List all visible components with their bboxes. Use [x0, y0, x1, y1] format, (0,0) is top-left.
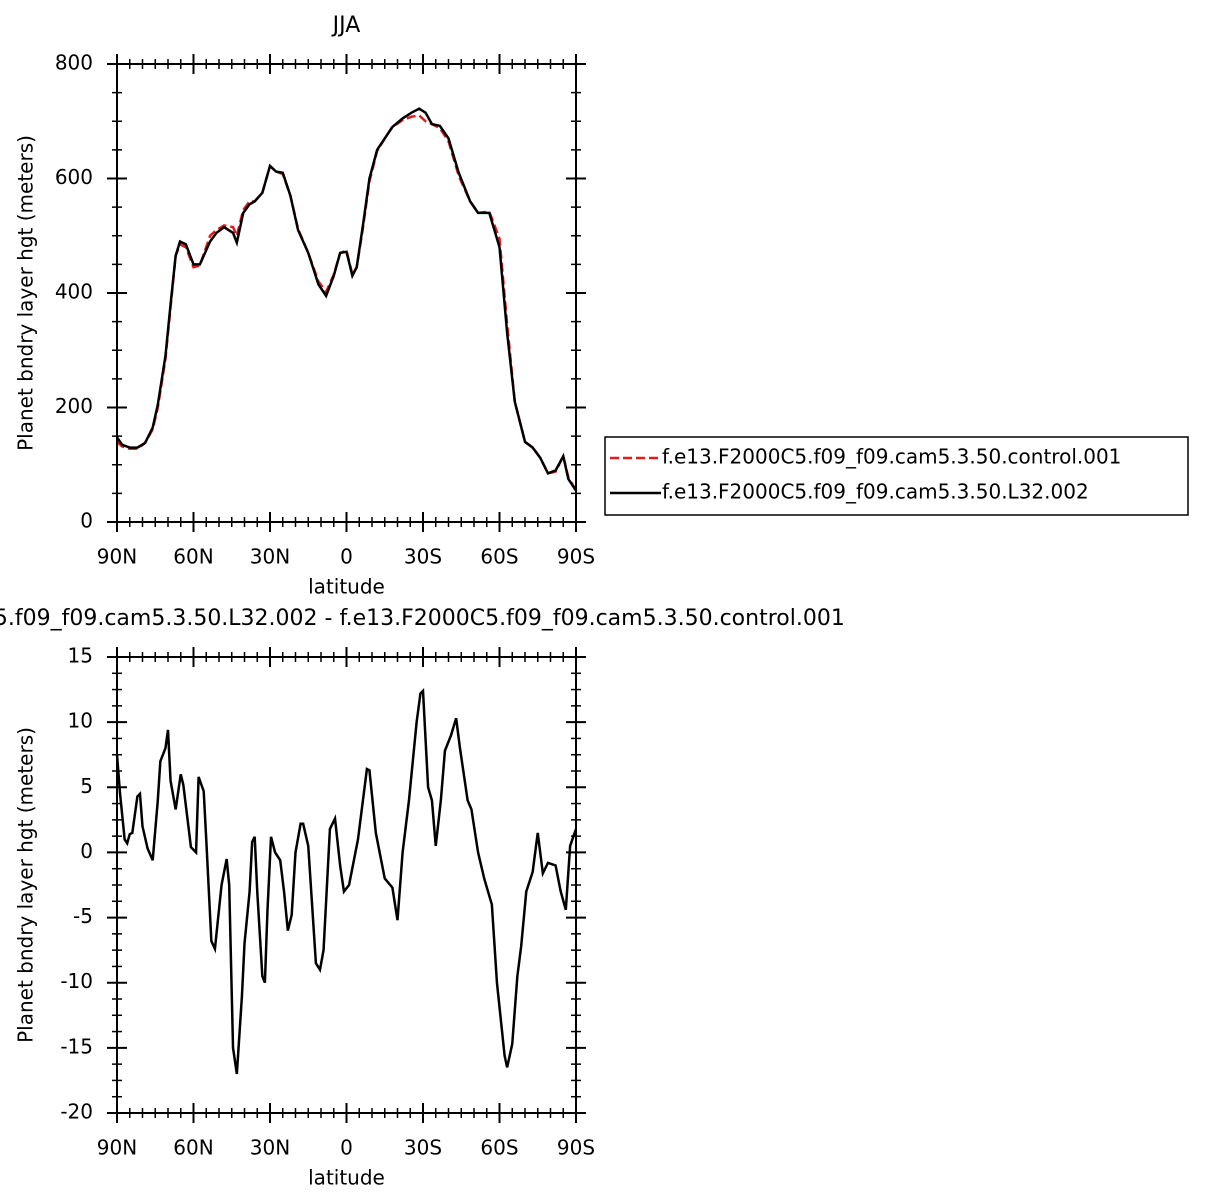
x-tick-label: 90S [557, 1136, 595, 1160]
y-tick-label: 800 [55, 51, 93, 75]
chart-title: f.e13.F2000C5.f09_f09.cam5.3.50.L32.002 … [0, 606, 845, 631]
y-tick-label: 15 [68, 644, 93, 668]
plot-frame [116, 63, 577, 523]
x-axis-label: latitude [308, 575, 385, 599]
legend-label: f.e13.F2000C5.f09_f09.cam5.3.50.control.… [662, 445, 1121, 469]
x-tick-label: 30N [250, 1136, 290, 1160]
y-tick-label: 0 [80, 839, 93, 863]
y-tick-label: -20 [60, 1100, 93, 1124]
y-tick-label: 600 [55, 165, 93, 189]
data-line [115, 107, 578, 492]
x-tick-label: 90S [557, 545, 595, 569]
plot-frame [116, 656, 577, 1114]
y-tick-label: -5 [73, 904, 93, 928]
x-axis-label: latitude [308, 1166, 385, 1190]
x-tick-label: 90N [97, 545, 137, 569]
x-tick-label: 90N [97, 1136, 137, 1160]
x-tick-label: 60N [173, 1136, 213, 1160]
x-tick-label: 60S [480, 545, 518, 569]
x-tick-label: 60S [480, 1136, 518, 1160]
y-axis-label: Planet bndry layer hgt (meters) [14, 135, 38, 451]
legend-label: f.e13.F2000C5.f09_f09.cam5.3.50.L32.002 [662, 480, 1089, 504]
x-tick-label: 30S [404, 545, 442, 569]
y-tick-label: -15 [60, 1034, 93, 1058]
data-line [115, 687, 578, 1075]
x-tick-label: 30S [404, 1136, 442, 1160]
x-tick-label: 0 [340, 545, 353, 569]
y-tick-label: 0 [80, 509, 93, 533]
chart-title: JJA [331, 13, 361, 38]
x-tick-label: 0 [340, 1136, 353, 1160]
y-tick-label: 200 [55, 394, 93, 418]
y-tick-label: 400 [55, 280, 93, 304]
y-tick-label: 10 [68, 709, 93, 733]
y-axis-label: Planet bndry layer hgt (meters) [14, 727, 38, 1043]
x-tick-label: 30N [250, 545, 290, 569]
data-line [116, 114, 578, 492]
y-tick-label: -10 [60, 969, 93, 993]
x-tick-label: 60N [173, 545, 213, 569]
legend-box [604, 436, 1189, 516]
y-tick-label: 5 [80, 774, 93, 798]
